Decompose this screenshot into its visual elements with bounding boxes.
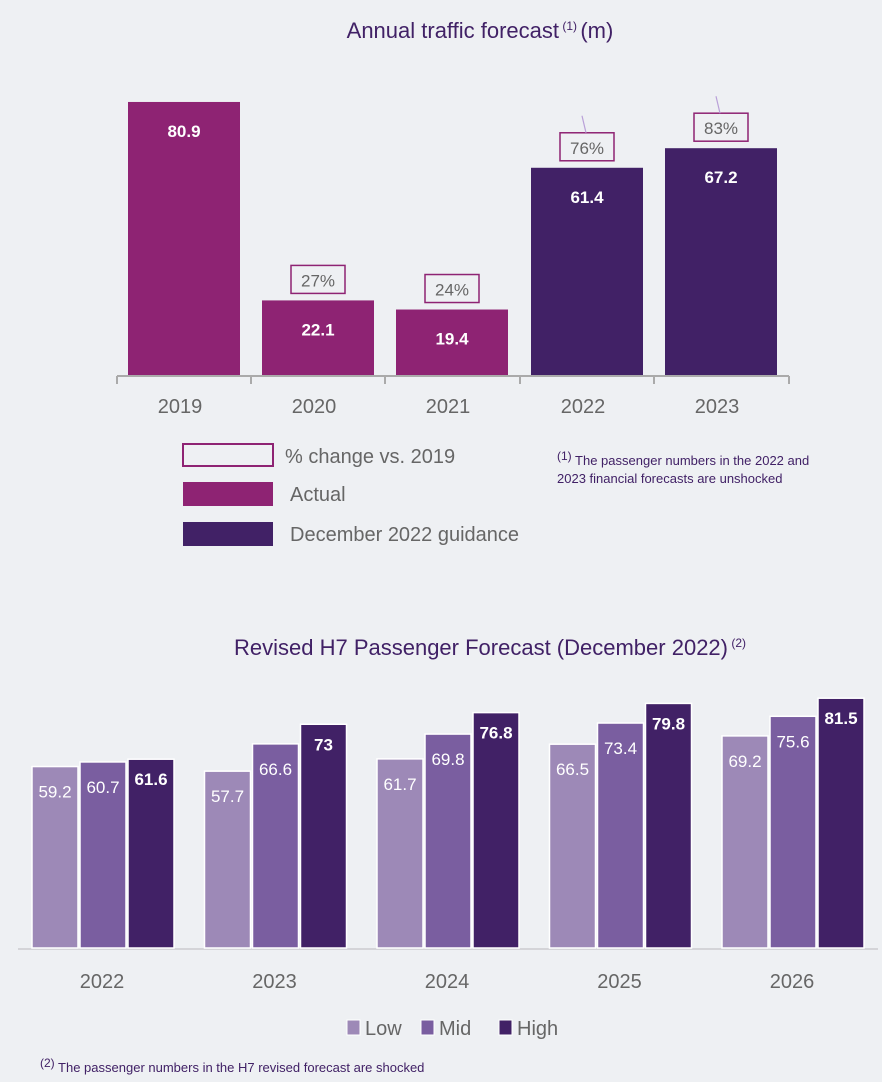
footnote-text: The passenger numbers in the 2022 and [572, 453, 810, 468]
legend-label: Low [365, 1018, 402, 1040]
bar-value-label: 69.2 [728, 752, 761, 771]
chart-title-part: (1) [559, 19, 580, 33]
pct-change-label: 83% [704, 119, 738, 138]
x-tick-label: 2019 [158, 396, 203, 418]
legend-label: % change vs. 2019 [285, 446, 455, 468]
x-tick-label: 2020 [292, 396, 337, 418]
chart-title-part: Revised H7 Passenger Forecast (December … [234, 635, 728, 660]
footnote-2: (2) The passenger numbers in the H7 revi… [40, 1056, 424, 1075]
pct-change-label: 76% [570, 139, 604, 158]
bar-2022 [531, 167, 643, 375]
bar-value-label: 79.8 [652, 714, 685, 733]
bar-2025-high [644, 702, 693, 949]
x-tick-label: 2023 [695, 396, 740, 418]
x-tick-label: 2026 [770, 971, 815, 993]
legend-swatch-low [346, 1019, 361, 1036]
bar-value-label: 19.4 [435, 330, 469, 349]
pct-change-box [693, 112, 749, 142]
chart-title-part: (2) [728, 636, 746, 650]
bar-value-label: 22.1 [301, 320, 334, 339]
bar-value-label: 81.5 [824, 709, 857, 728]
bar-value-label: 60.7 [86, 778, 119, 797]
bar-2022-mid [79, 761, 127, 949]
bar-value-label: 69.8 [431, 750, 464, 769]
pct-leader-line [581, 115, 587, 133]
bar-value-label: 73.4 [604, 739, 637, 758]
bar-value-label: 80.9 [167, 122, 200, 141]
bar-2026-mid [769, 715, 817, 949]
bar-value-label: 73 [314, 735, 333, 754]
bar-value-label: 75.6 [776, 732, 809, 751]
x-tick-label: 2022 [561, 396, 606, 418]
pct-change-box [559, 132, 615, 162]
footnote-marker: (2) [40, 1056, 55, 1070]
legend-swatch-mid [420, 1019, 435, 1036]
pct-change-label: 24% [435, 281, 469, 300]
x-tick-label: 2022 [80, 971, 125, 993]
bar-2025-mid [596, 722, 645, 949]
pct-change-box [290, 264, 346, 295]
bar-2026-high [817, 697, 865, 949]
bar-value-label: 61.4 [570, 188, 604, 207]
footnote-1: (1) The passenger numbers in the 2022 an… [557, 449, 809, 468]
bar-value-label: 59.2 [38, 783, 71, 802]
bar-2022-low [31, 765, 79, 949]
bar-value-label: 76.8 [479, 724, 512, 743]
bar-2024-high [472, 711, 520, 949]
bar-value-label: 61.7 [383, 775, 416, 794]
legend-label: High [517, 1018, 558, 1040]
x-tick-label: 2024 [425, 971, 470, 993]
x-tick-label: 2023 [252, 971, 297, 993]
bar-2019 [128, 101, 240, 376]
legend-label: December 2022 guidance [290, 524, 519, 546]
footnote-marker: (1) [557, 449, 572, 463]
legend-swatch-actual [183, 482, 273, 506]
chart-title: Revised H7 Passenger Forecast (December … [234, 635, 746, 660]
legend-swatch-pct-change [182, 443, 274, 467]
bar-2020 [262, 300, 374, 375]
x-tick-label: 2021 [426, 396, 471, 418]
bar-2026-low [721, 735, 769, 949]
bar-value-label: 67.2 [704, 168, 737, 187]
bar-2021 [396, 309, 508, 375]
pct-leader-line [715, 96, 721, 114]
legend-swatch-december-2022-guidance [183, 522, 273, 546]
chart-title-part: (m) [580, 18, 613, 43]
legend-swatch-high [498, 1019, 513, 1036]
footnote-text: 2023 financial forecasts are unshocked [557, 471, 782, 486]
bar-value-label: 61.6 [134, 770, 167, 789]
pct-change-box [424, 273, 480, 304]
bar-2024-low [376, 758, 424, 949]
bar-2024-mid [424, 733, 472, 949]
legend-label: Mid [439, 1018, 471, 1040]
bar-2023 [665, 148, 777, 375]
bar-2023-high [299, 723, 348, 949]
chart-title: Annual traffic forecast (1) (m) [347, 18, 614, 43]
bar-value-label: 66.5 [556, 760, 589, 779]
bar-2023-mid [251, 743, 300, 949]
pct-change-label: 27% [301, 271, 335, 290]
x-tick-label: 2025 [597, 971, 642, 993]
legend-label: Actual [290, 484, 346, 506]
bar-value-label: 66.6 [259, 760, 292, 779]
bar-2025-low [548, 743, 597, 949]
bar-2022-high [127, 758, 175, 949]
chart-title-part: Annual traffic forecast [347, 18, 559, 43]
bar-2023-low [203, 770, 252, 949]
bar-value-label: 57.7 [211, 787, 244, 806]
footnote-text: The passenger numbers in the H7 revised … [55, 1060, 425, 1075]
